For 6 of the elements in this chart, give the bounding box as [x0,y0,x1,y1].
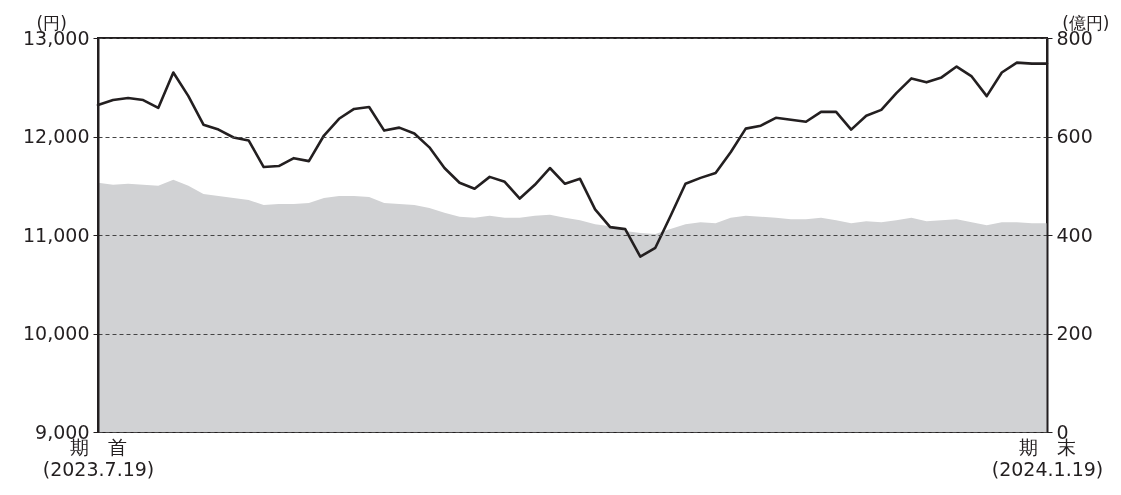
y2-tick-label: 400 [1056,223,1093,246]
y2-tick-label: 200 [1056,322,1093,344]
y-tick-label: 12,000 [23,125,90,147]
y2-tick-label: 600 [1056,125,1093,147]
y-tick-label: 11,000 [23,223,90,246]
y-tick-label: 10,000 [23,322,90,344]
